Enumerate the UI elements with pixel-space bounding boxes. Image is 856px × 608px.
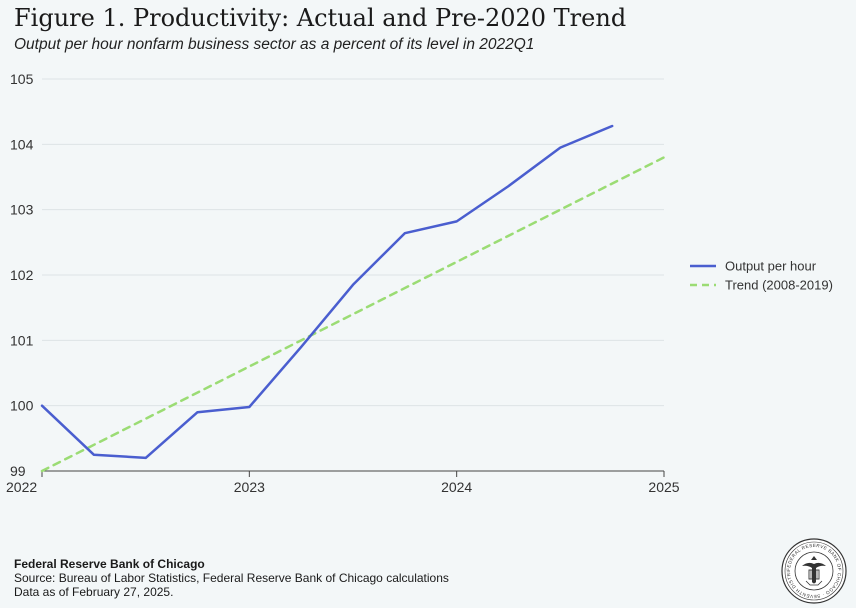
- y-tick-label-105: 105: [10, 71, 34, 87]
- series-line-output-per-hour: [40, 124, 614, 460]
- chart-subtitle: Output per hour nonfarm business sector …: [14, 36, 535, 53]
- y-tick-label-103: 103: [10, 202, 34, 218]
- chart-title: Figure 1. Productivity: Actual and Pre-2…: [14, 4, 627, 32]
- footer: Federal Reserve Bank of Chicago Source: …: [14, 557, 449, 599]
- y-tick-label-100: 100: [10, 398, 34, 414]
- footer-org: Federal Reserve Bank of Chicago: [14, 557, 205, 571]
- x-axis: 2022 2023 2024 2025: [6, 470, 680, 495]
- legend-label-output-per-hour: Output per hour: [725, 259, 817, 274]
- footer-source: Source: Bureau of Labor Statistics, Fede…: [14, 571, 449, 585]
- x-tick-label-2022: 2022: [6, 479, 37, 495]
- gridlines: [42, 78, 664, 407]
- x-tick-label-2024: 2024: [441, 479, 472, 495]
- x-tick-label-2023: 2023: [234, 479, 265, 495]
- footer-date-note: Data as of February 27, 2025.: [14, 585, 174, 599]
- legend-label-trend-2008-2019: Trend (2008-2019): [725, 278, 833, 293]
- y-tick-label-104: 104: [10, 136, 34, 152]
- y-axis: 99 100 101 102 103 104 105: [10, 71, 34, 479]
- series-line-trend-2008-2019: [40, 156, 666, 473]
- y-tick-label-99: 99: [10, 463, 26, 479]
- data-lines: [40, 124, 666, 473]
- y-tick-label-101: 101: [10, 332, 34, 348]
- productivity-line-chart: 2022 2023 2024 2025 99 100 101 102 103 104 105 Ou…: [6, 71, 833, 495]
- legend: Output per hour Trend (2008-2019): [690, 259, 833, 293]
- y-tick-label-102: 102: [10, 267, 34, 283]
- federal-reserve-seal-icon: FEDERAL RESERVE BANK OF CHICAGO · SEVENT…: [780, 537, 847, 604]
- x-tick-label-2025: 2025: [648, 479, 679, 495]
